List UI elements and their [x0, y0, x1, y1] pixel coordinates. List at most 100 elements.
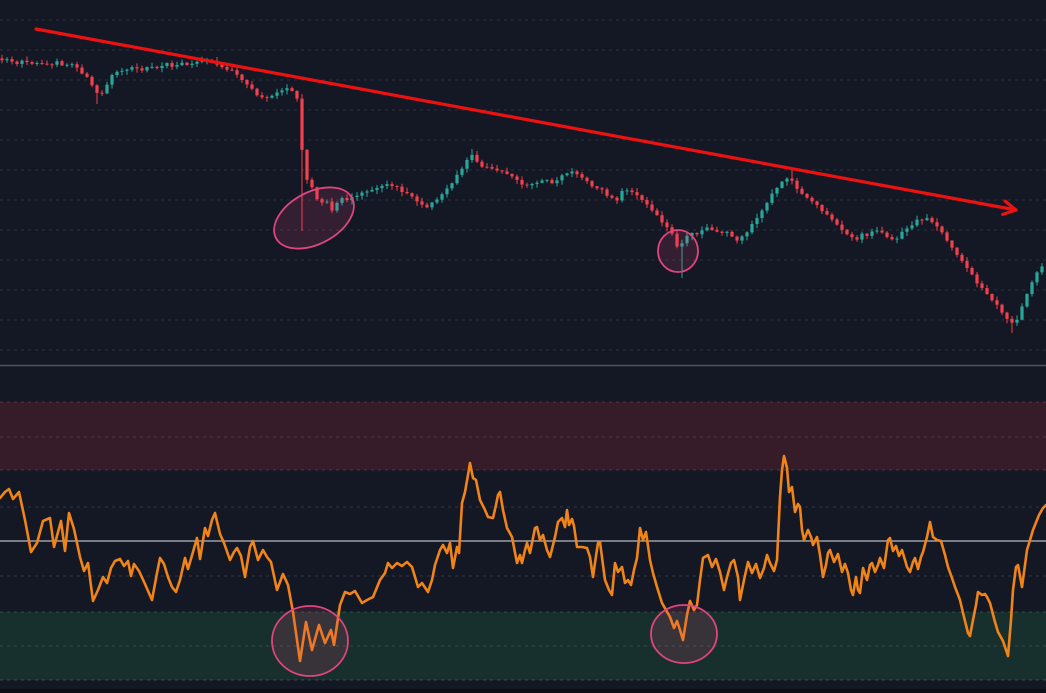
candle-down [425, 204, 429, 208]
candle-up [755, 218, 759, 224]
candle-up [775, 187, 779, 194]
candle-up [105, 84, 109, 94]
candle-down [835, 219, 839, 225]
candle-down [795, 180, 799, 189]
candle-down [920, 219, 924, 221]
candle-down [955, 247, 959, 255]
candle-down [935, 222, 939, 227]
candle-down [815, 201, 819, 205]
candle-up [530, 183, 534, 186]
candle-up [35, 62, 39, 64]
candle-down [675, 233, 679, 247]
candle-up [380, 185, 384, 189]
annotation-ellipse[interactable] [264, 175, 364, 261]
candle-down [390, 184, 394, 186]
candle-up [925, 218, 929, 221]
candle-up [910, 225, 914, 229]
candle-up [55, 61, 59, 65]
candle-up [555, 180, 559, 184]
candle-up [860, 233, 864, 240]
candle-up [125, 69, 129, 71]
candle-down [95, 85, 99, 93]
candle-down [225, 67, 229, 70]
candle-up [110, 75, 114, 85]
candle-down [510, 173, 514, 177]
candle-up [445, 188, 449, 195]
candle-up [465, 159, 469, 169]
candle-down [245, 79, 249, 85]
bottom-strip [0, 689, 1046, 693]
candle-down [585, 177, 589, 182]
candle-down [630, 190, 634, 193]
rsi-bands [0, 401, 1046, 681]
candle-up [895, 238, 899, 240]
candle-up [435, 199, 439, 203]
candle-down [345, 198, 349, 201]
candle-down [475, 154, 479, 162]
candle-down [250, 84, 254, 89]
candle-up [145, 67, 149, 71]
candle-down [395, 185, 399, 187]
candle-down [735, 236, 739, 241]
candle-down [810, 197, 814, 202]
candle-down [790, 178, 794, 181]
candle-down [320, 199, 324, 203]
candle-up [1025, 294, 1029, 307]
candle-up [540, 180, 544, 183]
candle-up [270, 95, 274, 98]
candle-down [865, 233, 869, 236]
candle-down [995, 300, 999, 305]
candle-up [275, 92, 279, 96]
candle-up [20, 60, 24, 64]
candle-down [50, 64, 54, 66]
candle-down [100, 92, 104, 94]
candle-down [825, 211, 829, 215]
annotation-ellipse[interactable] [657, 229, 699, 273]
candle-down [970, 267, 974, 275]
candle-down [30, 62, 34, 64]
candle-down [230, 69, 234, 71]
candle-down [480, 161, 484, 167]
candle-down [85, 73, 89, 77]
candle-down [525, 184, 529, 186]
candle-down [75, 64, 79, 68]
candle-up [1035, 272, 1039, 283]
rsi-pane[interactable] [0, 401, 1046, 681]
candle-down [720, 231, 724, 233]
candle-up [180, 62, 184, 66]
candle-down [660, 215, 664, 223]
annotations-layer[interactable] [34, 27, 1018, 677]
oversold-zone [0, 612, 1046, 680]
rsi-gridlines [0, 436, 1046, 647]
candle-down [485, 166, 489, 168]
candle-down [220, 64, 224, 68]
candle-up [570, 171, 574, 174]
candle-up [360, 192, 364, 196]
candle-up [765, 202, 769, 211]
candle-up [430, 202, 434, 208]
candle-down [840, 224, 844, 230]
candle-down [1010, 318, 1014, 323]
price-pane[interactable] [0, 19, 1046, 351]
candle-up [280, 90, 284, 93]
candle-up [165, 63, 169, 66]
candle-down [505, 171, 509, 174]
candle-down [695, 232, 699, 235]
candle-down [495, 168, 499, 171]
candle-up [1040, 266, 1044, 273]
candle-down [0, 58, 4, 61]
candle-down [945, 232, 949, 241]
candle-up [160, 65, 164, 69]
annotation-ellipse[interactable] [271, 605, 349, 677]
candle-down [40, 62, 44, 64]
candle-down [185, 62, 189, 65]
candle-up [900, 231, 904, 239]
candle-up [545, 179, 549, 181]
annotation-ellipse[interactable] [650, 604, 718, 664]
trendline[interactable] [34, 27, 1018, 212]
candle-down [965, 260, 969, 268]
candle-down [415, 196, 419, 202]
candle-up [1015, 319, 1019, 323]
